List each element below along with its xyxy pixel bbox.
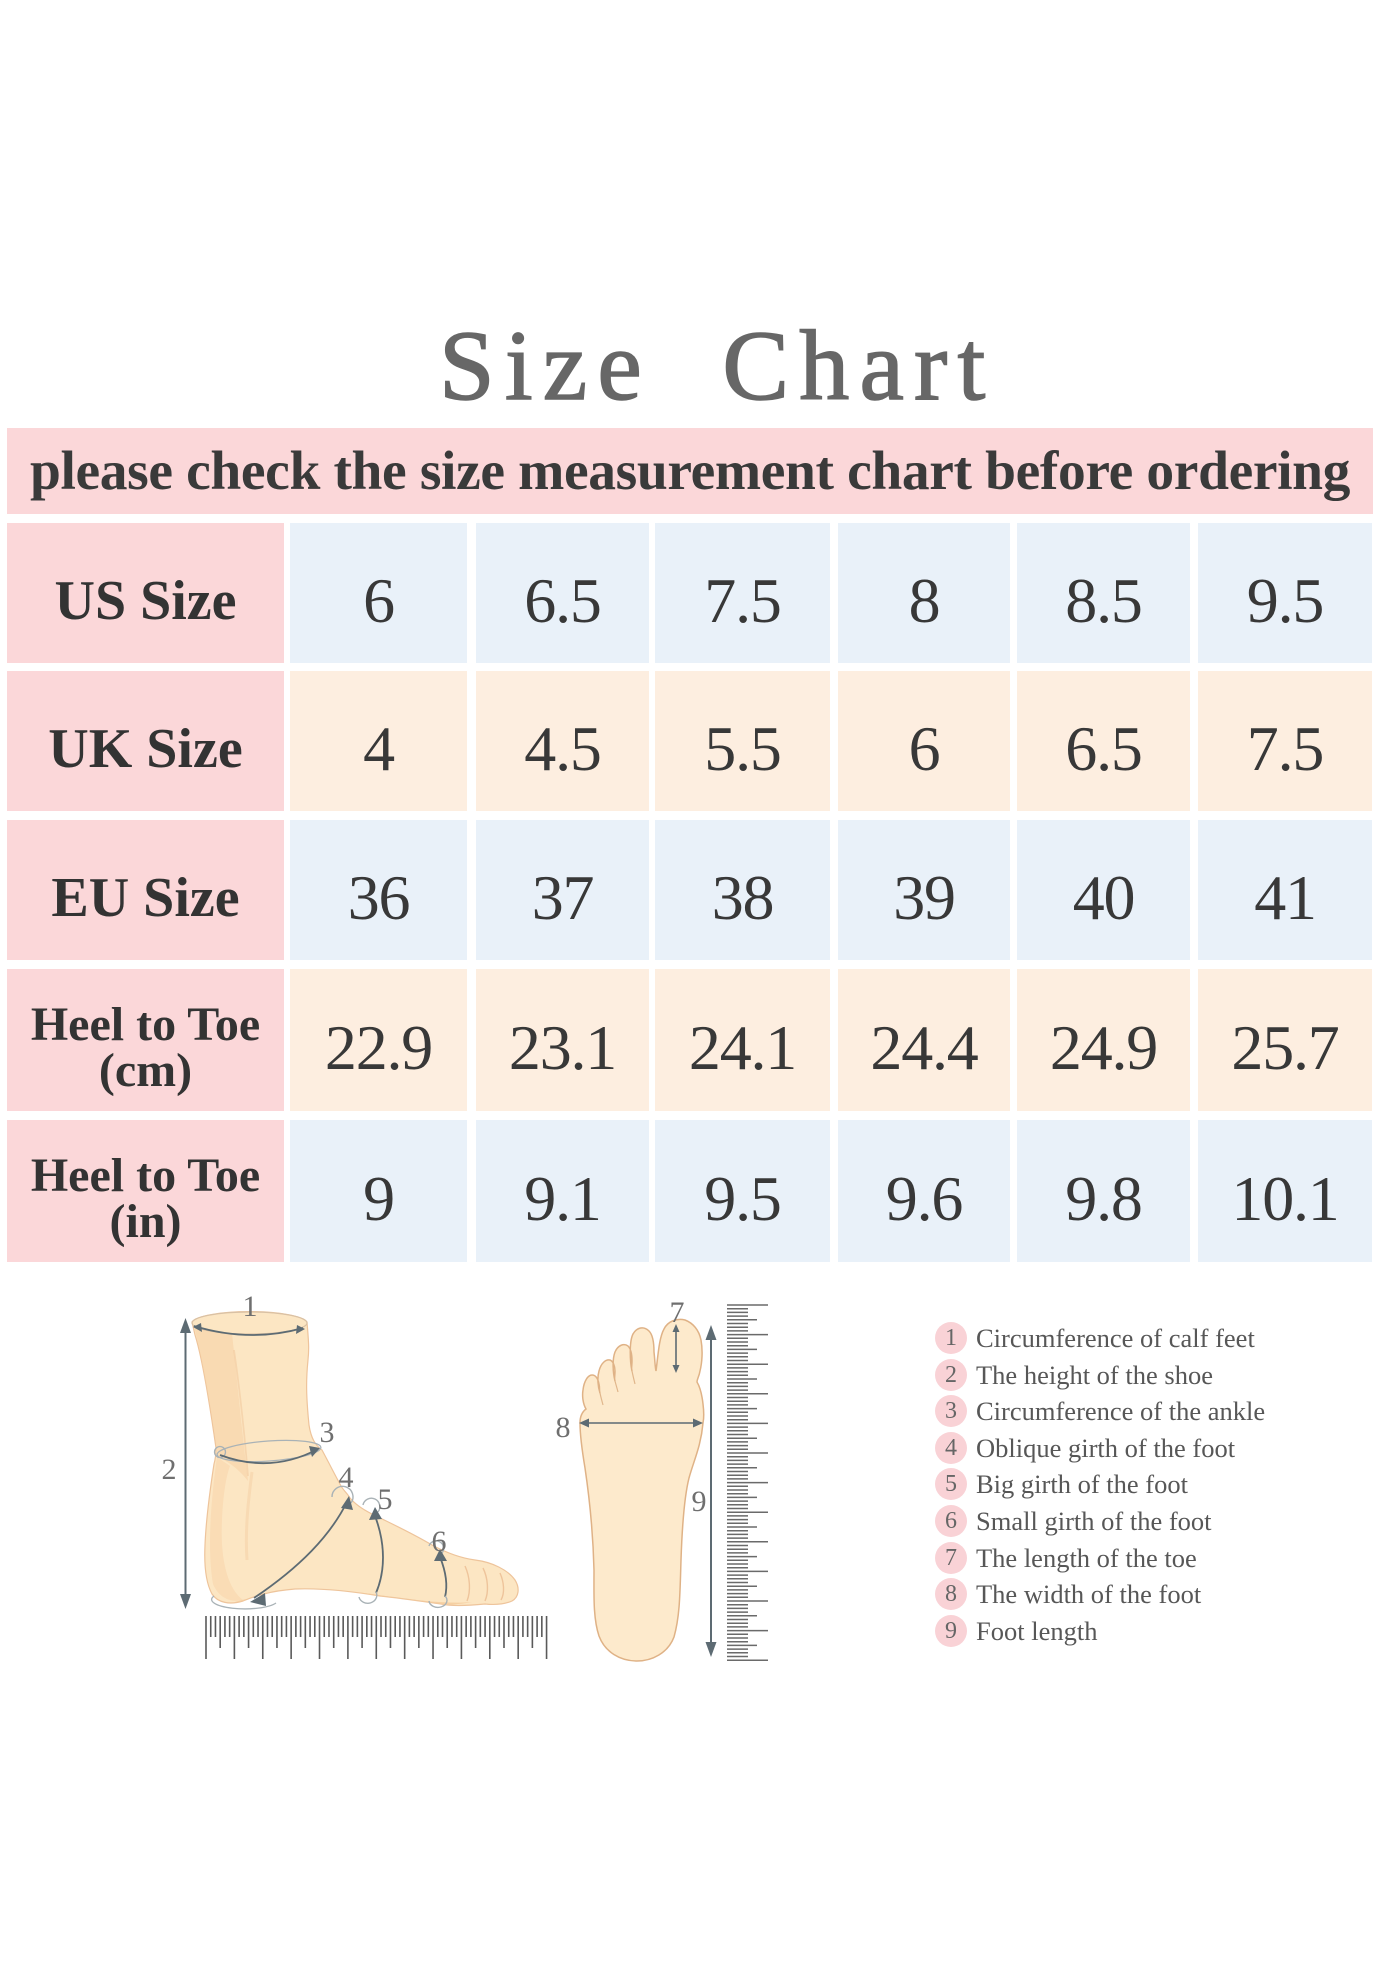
- svg-text:4: 4: [339, 1461, 354, 1494]
- svg-text:9: 9: [692, 1485, 707, 1518]
- svg-text:8: 8: [556, 1411, 571, 1444]
- svg-text:2: 2: [162, 1453, 177, 1486]
- svg-text:3: 3: [320, 1416, 335, 1449]
- svg-text:5: 5: [378, 1483, 393, 1516]
- svg-text:1: 1: [243, 1290, 258, 1323]
- svg-text:7: 7: [670, 1296, 685, 1329]
- svg-text:6: 6: [432, 1525, 447, 1558]
